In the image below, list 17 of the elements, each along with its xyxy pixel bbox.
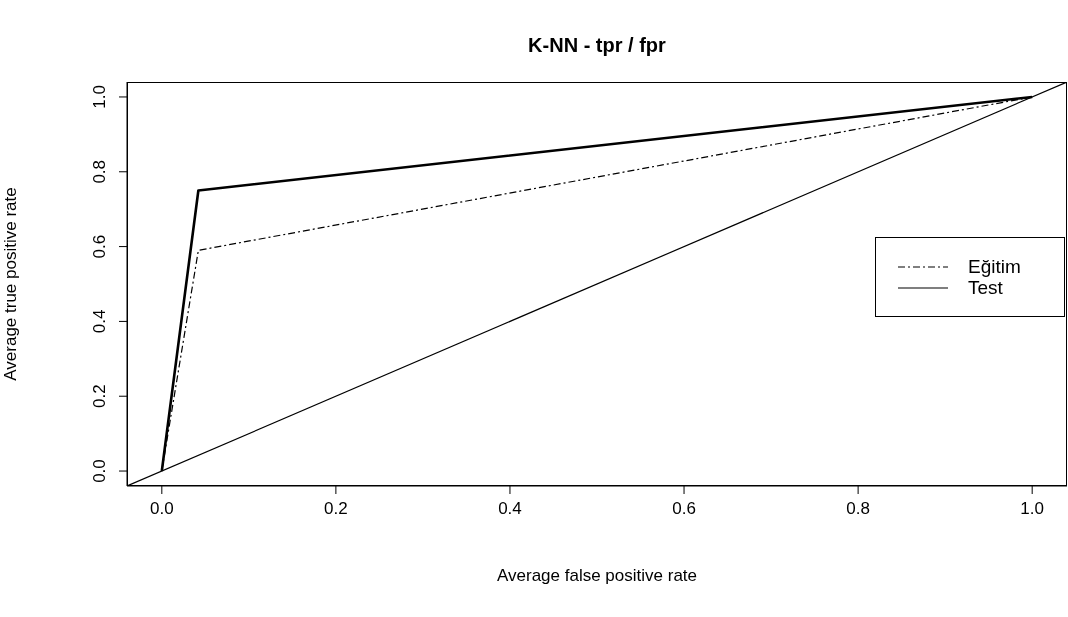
y-tick-label: 0.4: [90, 309, 109, 334]
legend-label: Test: [968, 276, 1003, 299]
y-axis-title: Average true positive rate: [1, 187, 21, 381]
y-tick-label: 0.0: [90, 459, 109, 483]
x-tick-label: 0.0: [149, 499, 174, 519]
y-tick-label: 1.0: [90, 85, 109, 109]
y-tick-label: 0.6: [90, 234, 109, 259]
chart-title: K-NN - tpr / fpr: [527, 34, 667, 57]
x-axis-title: Average false positive rate: [496, 566, 698, 585]
x-tick-label: 0.4: [498, 499, 522, 519]
x-tick-label: 1.0: [1020, 499, 1045, 519]
legend-label: Eğitim: [968, 255, 1021, 278]
x-tick-label: 0.6: [672, 499, 696, 519]
x-tick-label: 0.2: [324, 499, 348, 519]
y-tick-label: 0.8: [90, 159, 109, 184]
x-tick-label: 0.8: [846, 499, 870, 519]
y-tick-label: 0.2: [90, 384, 109, 409]
